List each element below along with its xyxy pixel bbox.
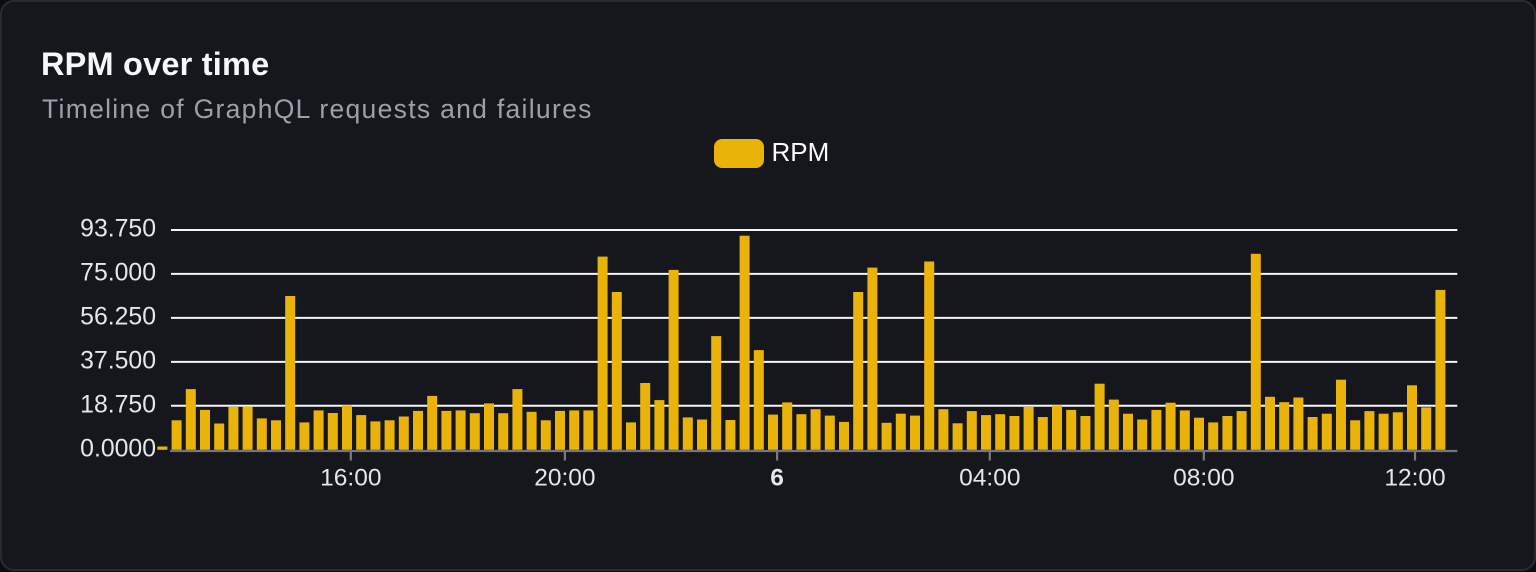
svg-text:75.000: 75.000: [80, 259, 156, 286]
svg-text:08:00: 08:00: [1173, 465, 1234, 492]
svg-text:37.500: 37.500: [80, 347, 156, 374]
svg-text:0.0000: 0.0000: [80, 435, 156, 462]
svg-text:56.250: 56.250: [80, 303, 156, 330]
svg-text:93.750: 93.750: [80, 216, 156, 243]
svg-text:6: 6: [770, 465, 784, 492]
svg-text:18.750: 18.750: [80, 391, 156, 418]
svg-text:12:00: 12:00: [1384, 465, 1445, 492]
svg-text:20:00: 20:00: [534, 465, 595, 492]
svg-text:16:00: 16:00: [320, 465, 381, 492]
svg-text:04:00: 04:00: [959, 465, 1020, 492]
